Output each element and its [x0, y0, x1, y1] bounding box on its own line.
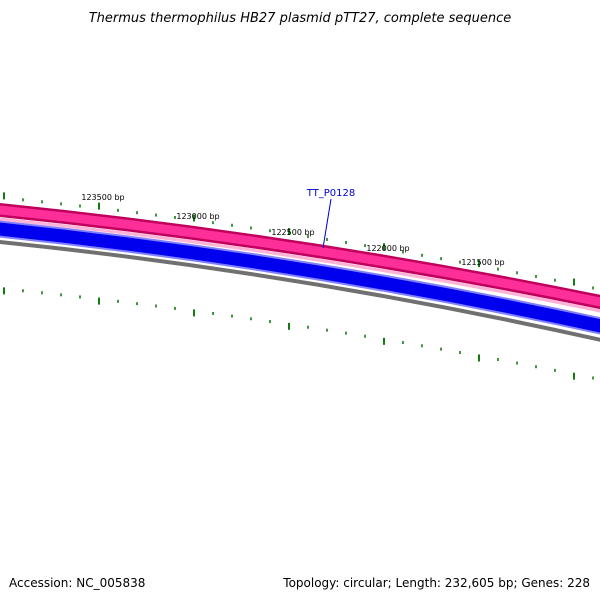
tick-label-122000: 122000 bp	[366, 244, 409, 253]
topology-summary: Topology: circular; Length: 232,605 bp; …	[282, 576, 590, 590]
gene-leader-line	[322, 198, 332, 249]
map-title: Thermus thermophilus HB27 plasmid pTT27,…	[89, 11, 512, 26]
tick-row-upper	[3, 192, 594, 290]
gene-track-blue[interactable]	[0, 222, 600, 333]
gene-label-tt-p0128[interactable]: TT_P0128	[306, 188, 356, 199]
backbone-track	[0, 240, 600, 342]
tick-label-123500: 123500 bp	[81, 193, 124, 202]
tick-row-lower	[3, 287, 594, 380]
tick-label-121500: 121500 bp	[461, 258, 504, 267]
feature-track-pink[interactable]	[0, 205, 600, 307]
tick-label-122500: 122500 bp	[271, 228, 314, 237]
gene-annotation[interactable]: TT_P0128	[306, 188, 356, 249]
tracks	[0, 202, 600, 342]
accession-text: Accession: NC_005838	[9, 576, 145, 590]
feature-track-highlight	[0, 217, 600, 313]
tick-label-123000: 123000 bp	[176, 212, 219, 221]
tick-labels: 123500 bp 123000 bp 122500 bp 122000 bp …	[81, 193, 504, 267]
